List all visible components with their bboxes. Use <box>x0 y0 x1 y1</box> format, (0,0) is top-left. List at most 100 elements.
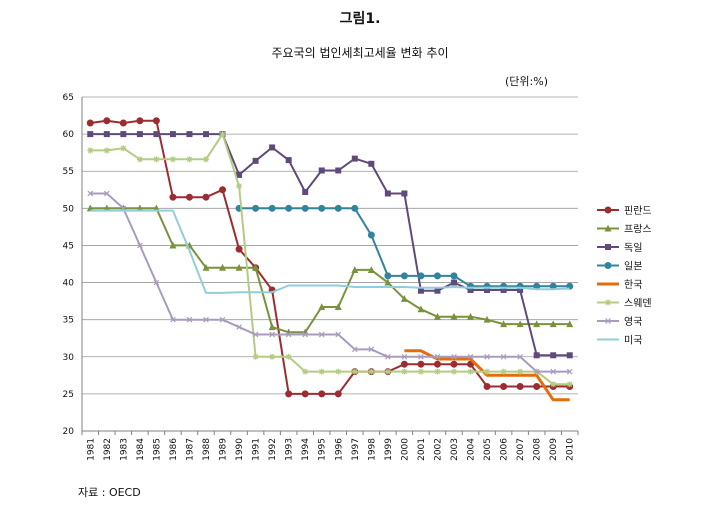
x-tick-label: 2004 <box>467 438 477 461</box>
data-point <box>417 368 424 375</box>
data-point <box>450 312 458 320</box>
data-point <box>235 245 243 253</box>
data-point <box>451 353 457 360</box>
data-point <box>516 320 524 328</box>
data-point <box>169 241 177 249</box>
legend-label: 스웨덴 <box>624 298 652 310</box>
y-tick-label: 50 <box>63 204 75 214</box>
x-tick-label: 1981 <box>86 438 96 461</box>
x-tick-label: 2000 <box>400 438 410 461</box>
x-tick-label: 2001 <box>417 438 427 461</box>
data-point <box>483 382 491 390</box>
x-tick-label: 1990 <box>235 438 245 461</box>
data-point <box>152 117 160 125</box>
chart-title: 주요국의 법인세최고세율 변화 추이 <box>271 46 449 60</box>
data-point <box>219 131 226 138</box>
data-point <box>549 320 557 328</box>
data-point <box>334 204 342 212</box>
data-point <box>467 368 474 375</box>
data-point <box>269 144 276 151</box>
figure-label: 그림1. <box>339 11 381 27</box>
data-point <box>103 117 111 125</box>
data-point <box>318 368 325 375</box>
data-point <box>86 119 94 127</box>
data-point <box>605 244 611 250</box>
series-line <box>90 209 570 294</box>
data-point <box>236 324 242 330</box>
y-tick-label: 45 <box>63 241 74 251</box>
data-point <box>351 155 358 162</box>
x-tick-label: 2005 <box>483 438 493 461</box>
data-point <box>318 204 326 212</box>
data-point <box>219 263 227 271</box>
x-tick-label: 2003 <box>450 438 460 461</box>
data-point <box>103 131 110 138</box>
data-point <box>604 262 612 269</box>
x-tick-label: 1985 <box>152 438 162 461</box>
data-point <box>417 360 425 368</box>
data-point <box>434 368 441 375</box>
data-point <box>367 231 375 239</box>
x-tick-label: 1991 <box>252 438 262 461</box>
data-point <box>500 368 507 375</box>
x-tick-label: 1998 <box>367 438 377 461</box>
data-point <box>517 368 524 375</box>
data-point <box>137 242 143 249</box>
data-point <box>318 390 326 398</box>
data-point <box>434 353 441 360</box>
data-point <box>136 117 144 125</box>
x-tick-label: 1989 <box>219 438 229 461</box>
data-point <box>87 147 94 154</box>
data-point <box>483 315 491 323</box>
data-point <box>434 287 441 294</box>
data-point <box>605 318 611 324</box>
x-tick-label: 1992 <box>268 438 278 461</box>
data-point <box>202 263 210 271</box>
y-tick-label: 60 <box>63 130 75 140</box>
x-tick-label: 2009 <box>549 438 559 461</box>
x-tick-label: 2007 <box>516 438 526 461</box>
series-line <box>90 192 570 373</box>
legend-label: 일본 <box>624 261 642 273</box>
data-point <box>401 190 408 197</box>
data-point <box>219 316 226 323</box>
data-point <box>467 312 475 320</box>
data-point <box>500 320 508 328</box>
x-tick-label: 1986 <box>169 438 179 461</box>
data-point <box>417 287 424 294</box>
data-point <box>418 353 424 360</box>
data-point <box>285 390 293 398</box>
data-point <box>550 368 557 375</box>
data-point <box>302 189 309 196</box>
data-point <box>318 331 325 338</box>
data-point <box>87 190 94 197</box>
y-tick-label: 30 <box>63 353 75 363</box>
x-tick-label: 2006 <box>500 438 510 461</box>
data-point <box>252 157 259 164</box>
data-point <box>401 353 408 360</box>
data-point <box>301 204 309 212</box>
data-point <box>235 263 243 271</box>
data-point <box>203 316 209 323</box>
data-point <box>334 303 342 311</box>
data-point <box>533 352 540 359</box>
data-point <box>351 346 358 353</box>
legend-label: 독일 <box>624 242 642 254</box>
data-point <box>285 157 292 164</box>
data-point <box>87 131 94 138</box>
data-point <box>268 323 276 331</box>
data-point <box>335 331 342 338</box>
data-point <box>467 360 475 368</box>
unit-label: (단위:%) <box>505 75 548 88</box>
x-tick-label: 2010 <box>566 438 576 461</box>
series-line <box>90 119 570 395</box>
data-point <box>400 360 408 368</box>
data-point <box>285 331 292 338</box>
legend-label: 핀란드 <box>624 205 652 217</box>
data-point <box>269 331 275 338</box>
data-point <box>605 299 611 306</box>
data-point <box>285 353 292 360</box>
data-point <box>433 272 441 280</box>
data-point <box>566 368 573 375</box>
data-point <box>301 390 309 398</box>
